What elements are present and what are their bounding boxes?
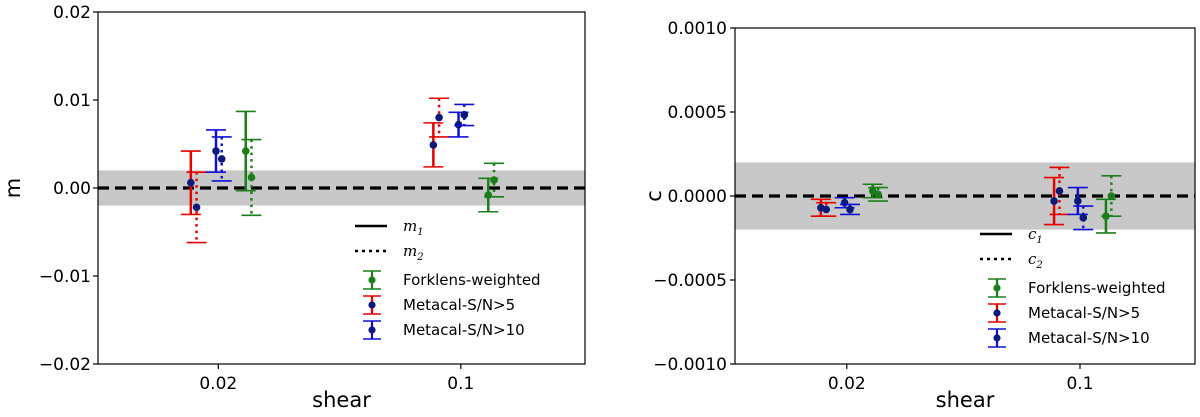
legend-line-label: c2 (1028, 250, 1043, 271)
data-point (484, 191, 493, 199)
data-point (1079, 214, 1088, 222)
data-point (840, 198, 849, 207)
data-point (429, 141, 438, 149)
legend-entry-label: Metacal-S/N>5 (1028, 304, 1140, 322)
legend: c1c2Forklens-weightedMetacal-S/N>5Metaca… (980, 225, 1166, 348)
y-tick-label: 0.0000 (668, 187, 727, 207)
legend-swatch-marker (368, 276, 376, 284)
data-point (217, 155, 226, 163)
legend-swatch-marker (993, 334, 1001, 342)
data-point (1055, 187, 1064, 195)
data-point (1074, 197, 1082, 205)
data-point (822, 205, 831, 214)
legend-entry-label: Metacal-S/N>5 (403, 296, 515, 314)
legend-line-label: m2 (403, 242, 424, 263)
legend-swatch-marker (993, 284, 1001, 292)
data-point (454, 120, 463, 129)
legend-entry-label: Forklens-weighted (1028, 279, 1166, 297)
y-tick-label: 0.00 (53, 179, 91, 199)
legend-entry-label: Forklens-weighted (403, 271, 541, 289)
x-tick-label: 0.02 (828, 374, 866, 394)
y-tick-label: 0.01 (53, 91, 91, 111)
legend: m1 m2 Forklens-weighted Metacal-S/N>5 Metaca… (355, 217, 541, 340)
x-tick-label: 0.1 (1066, 374, 1093, 394)
legend-swatch-marker (993, 309, 1001, 317)
x-axis-label: shear (936, 388, 995, 412)
x-axis-label: shear (312, 388, 371, 412)
legend-line-label: m1 (403, 217, 424, 238)
x-tick-label: 0.1 (447, 374, 474, 394)
legend-entry-label: Metacal-S/N>10 (403, 321, 525, 339)
data-point (241, 147, 250, 155)
data-point (846, 205, 854, 214)
data-point (1107, 192, 1116, 200)
c-panel: −0.0010 −0.0005 0.0000 0.0005 0.0010 0.02 0.1 s… (642, 19, 1196, 412)
data-point (187, 178, 195, 187)
y-tick-label: −0.0010 (653, 355, 727, 375)
m-panel: −0.02 −0.01 0.00 0.01 0.02 0.02 0.1 shear m m1 m2 F… (1, 3, 586, 412)
y-tick-label: 0.0010 (668, 19, 727, 39)
legend-entry-label: Metacal-S/N>10 (1028, 329, 1150, 347)
data-point (192, 203, 201, 212)
legend-swatch-marker (368, 301, 376, 309)
x-tick-label: 0.02 (199, 374, 237, 394)
y-tick-label: 0.0005 (668, 103, 727, 123)
data-point (874, 190, 882, 199)
y-tick-label: 0.02 (53, 3, 91, 23)
y-axis-label: c (642, 190, 666, 202)
data-point (435, 113, 443, 122)
y-tick-label: −0.0005 (653, 271, 727, 291)
data-point (490, 176, 498, 184)
y-tick-label: −0.01 (39, 267, 91, 287)
y-axis-label: m (1, 178, 25, 198)
legend-swatch-marker (368, 326, 376, 334)
y-tick-label: −0.02 (39, 355, 91, 375)
data-point (460, 111, 469, 119)
data-point (1050, 197, 1058, 205)
data-point (212, 147, 220, 155)
data-point (247, 173, 256, 182)
